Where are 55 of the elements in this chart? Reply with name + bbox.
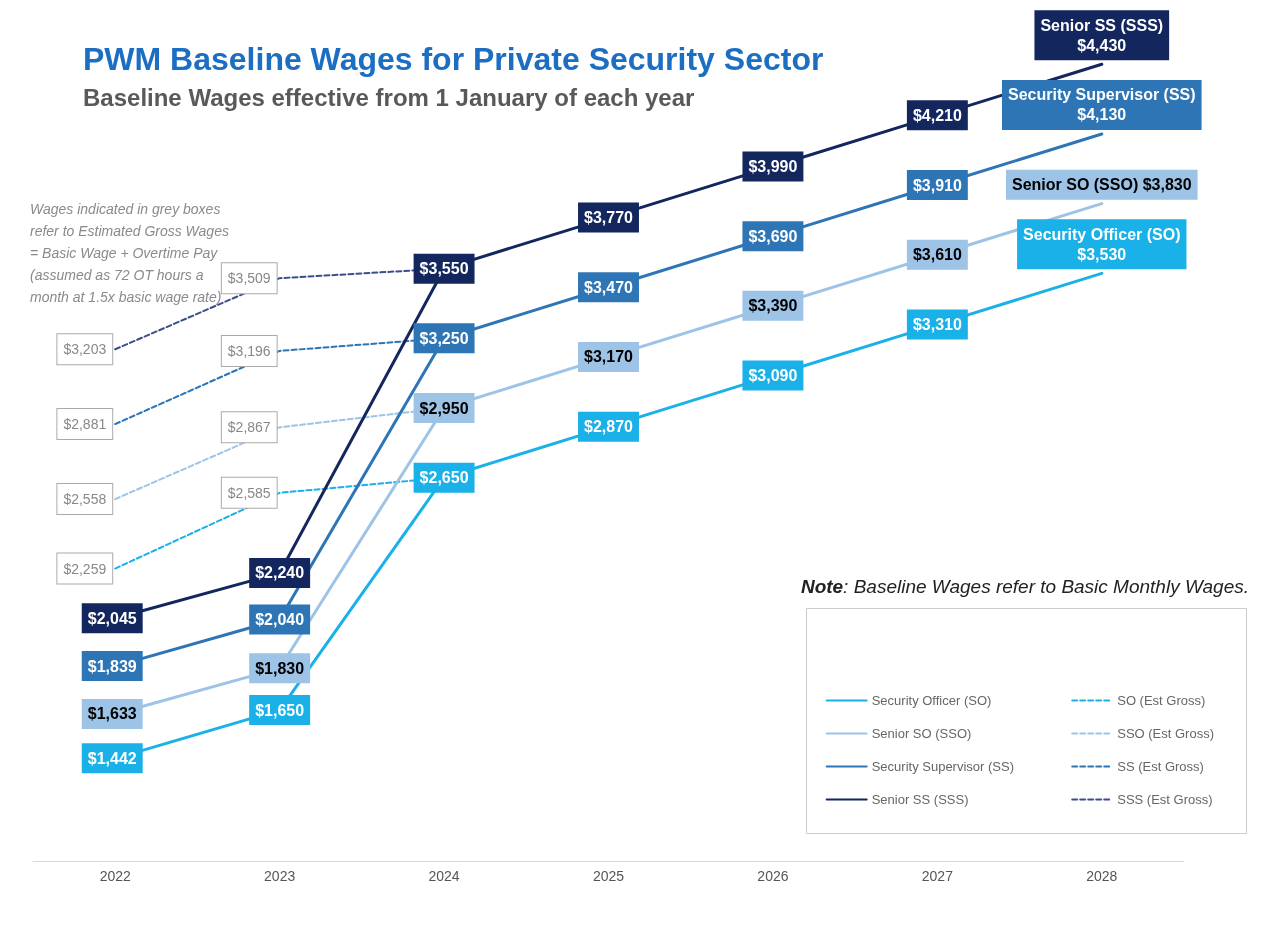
data-label: $3,610: [912, 246, 962, 264]
x-tick-label: 2022: [99, 868, 131, 884]
x-tick-label: 2028: [1086, 868, 1118, 884]
legend-label: SSS (Est Gross): [1117, 792, 1213, 807]
x-tick-label: 2025: [592, 868, 625, 884]
data-label: $3,509: [227, 270, 271, 287]
data-label: $2,045: [87, 609, 137, 627]
chart-title: PWM Baseline Wages for Private Security Sector: [83, 41, 824, 77]
data-label: $2,240: [255, 564, 305, 582]
data-label: $3,090: [748, 367, 798, 385]
legend-label: SSO (Est Gross): [1117, 726, 1215, 741]
data-label: $3,250: [419, 329, 469, 347]
data-label: $3,203: [63, 341, 107, 358]
data-label: Senior SO (SSO) $3,830: [1011, 176, 1192, 194]
data-label: $1,830: [255, 659, 305, 677]
data-label: $3,690: [748, 227, 798, 245]
data-label: $2,867: [227, 419, 271, 436]
data-label: $3,170: [584, 348, 634, 366]
data-label: $3,550: [419, 260, 469, 278]
legend-label: Senior SS (SSS): [871, 792, 969, 807]
annotation: Note: Baseline Wages refer to Basic Monthly Wages.: [800, 576, 1249, 597]
data-label: $2,558: [63, 491, 107, 508]
data-label: $1,442: [87, 749, 137, 767]
data-label: $2,585: [227, 484, 271, 501]
data-label: Security Officer (SO) $3,530: [1023, 225, 1181, 263]
data-label: $3,990: [748, 157, 798, 175]
legend-label: Senior SO (SSO): [871, 726, 972, 741]
data-label: $1,839: [87, 657, 137, 675]
data-label: $2,881: [63, 416, 107, 433]
x-tick-label: 2027: [921, 868, 954, 884]
data-label: $2,650: [419, 469, 469, 487]
legend-label: Security Supervisor (SS): [871, 759, 1015, 774]
data-label: $2,950: [419, 399, 469, 417]
annotation: Wages indicated in grey boxes refer to Estimated Gross Wages = Basic Wage + Overtime Pay (assumed as 72 OT hours a month at 1.5x basic wage rate): [30, 201, 229, 305]
data-label: $2,040: [255, 610, 305, 628]
data-label: Senior SS (SSS) $4,430: [1040, 16, 1164, 54]
data-label: $3,470: [584, 278, 634, 296]
data-label: $3,196: [227, 342, 271, 359]
x-tick-label: 2026: [757, 868, 789, 884]
data-label: $3,390: [748, 297, 798, 315]
data-label: $2,259: [63, 560, 107, 577]
x-tick-label: 2023: [264, 868, 296, 884]
data-label: $3,310: [912, 315, 962, 333]
x-tick-label: 2024: [428, 868, 460, 884]
data-label: $2,870: [584, 418, 634, 436]
data-label: $1,633: [87, 705, 137, 723]
data-label: $3,770: [584, 209, 634, 227]
legend-label: Security Officer (SO): [871, 693, 992, 708]
data-label: $4,210: [912, 106, 962, 124]
legend-label: SO (Est Gross): [1117, 693, 1206, 708]
data-label: Security Supervisor (SS) $4,130: [1007, 86, 1196, 124]
data-label: $1,650: [255, 701, 305, 719]
text: Baseline Wages effective from 1 January of each year: [83, 83, 695, 111]
legend-label: SS (Est Gross): [1117, 759, 1204, 774]
data-label: $3,910: [912, 176, 962, 194]
